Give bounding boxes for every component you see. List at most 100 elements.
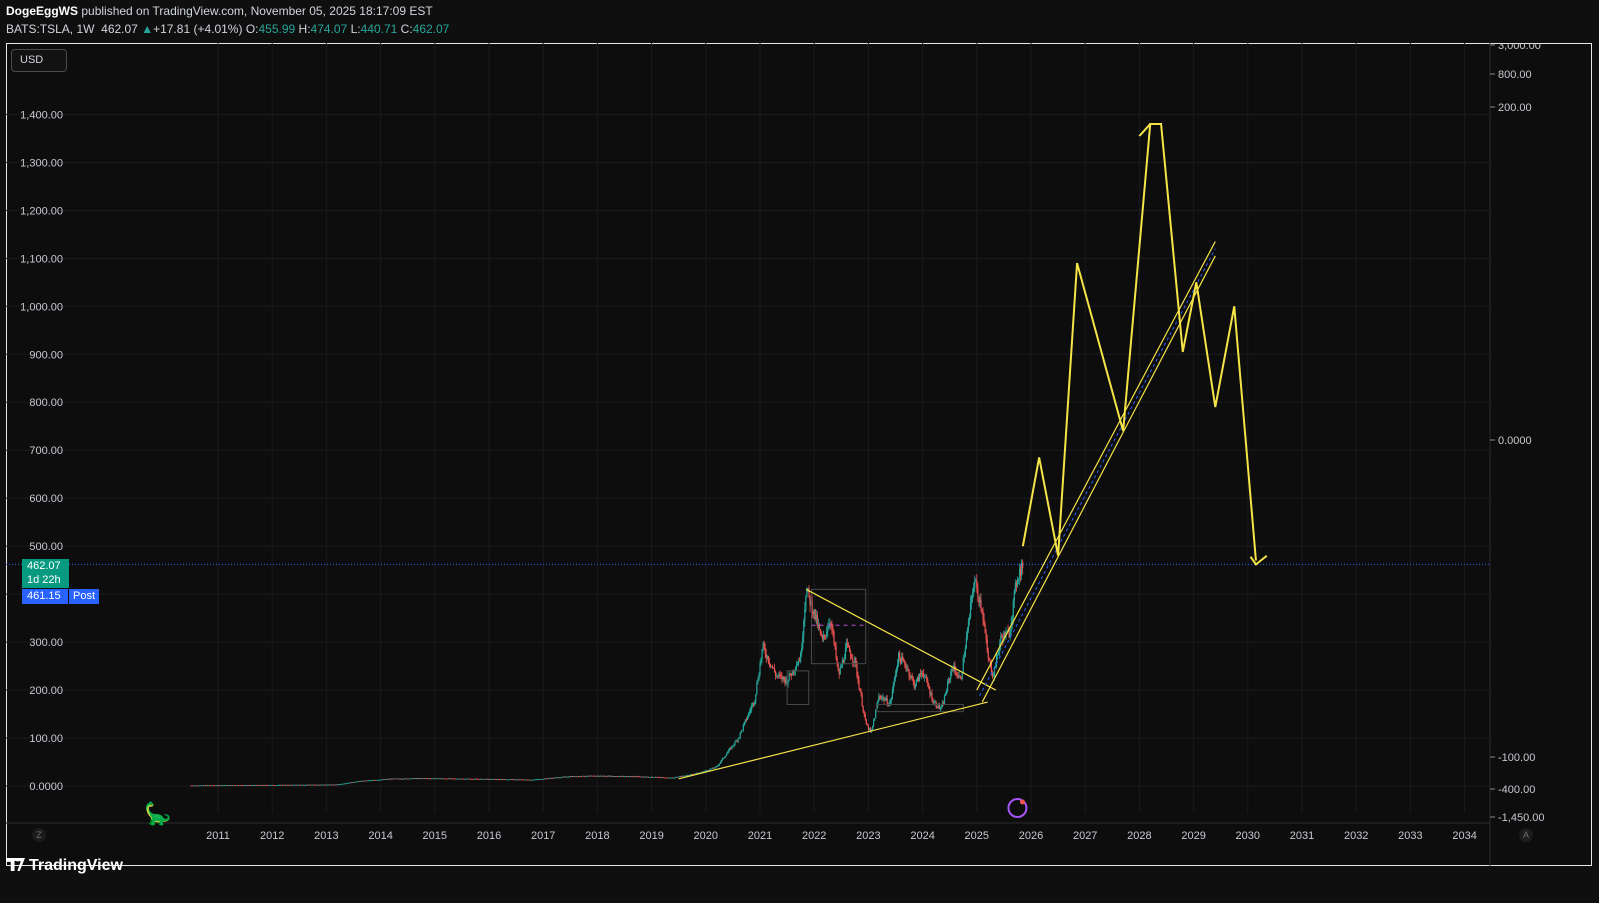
- candle-body: [669, 777, 671, 779]
- candle-body: [838, 670, 840, 675]
- candle-body: [918, 673, 921, 681]
- candle-body: [683, 775, 685, 777]
- candle-body: [902, 656, 904, 661]
- candle-body: [716, 766, 718, 767]
- candle-body: [788, 673, 790, 681]
- range-box: [810, 588, 867, 665]
- candle-body: [764, 647, 766, 655]
- candle-body: [368, 780, 370, 782]
- tradingview-logo[interactable]: TradingView: [6, 857, 123, 875]
- candle-body: [638, 776, 640, 778]
- candle-body: [893, 678, 896, 683]
- candle-body: [968, 617, 971, 621]
- candle-body: [370, 780, 372, 781]
- candle-body: [276, 785, 279, 786]
- author-name[interactable]: DogeEggWS: [6, 4, 78, 18]
- right-axis-label: 3,000.00: [1498, 43, 1541, 52]
- candle-body: [862, 706, 864, 712]
- time-axis-label: 2017: [531, 830, 555, 842]
- candle-body: [398, 778, 400, 780]
- chart-pane[interactable]: [6, 43, 1592, 866]
- candle-body: [633, 776, 635, 778]
- candle-body: [311, 784, 313, 786]
- candle-body: [976, 580, 978, 588]
- price-axis-label: 1,100.00: [20, 253, 63, 265]
- candle-body: [767, 655, 769, 663]
- candle-body: [238, 785, 240, 787]
- candle-body: [760, 659, 762, 664]
- candle-body: [250, 785, 252, 786]
- candle-body: [451, 778, 454, 780]
- right-axis-label: 0.0000: [1498, 435, 1532, 447]
- candle-body: [725, 755, 727, 757]
- candle-body: [857, 675, 859, 680]
- candle-body: [959, 676, 961, 678]
- candle-body: [266, 784, 268, 786]
- candle-body: [568, 776, 570, 778]
- right-axis-label: -1,450.00: [1498, 812, 1544, 824]
- candle-body: [449, 778, 452, 780]
- candle-body: [419, 778, 421, 779]
- auto-scale-button[interactable]: A: [1519, 828, 1533, 842]
- candle-body: [927, 680, 929, 686]
- candle-body: [466, 778, 468, 780]
- candle-body: [780, 675, 782, 677]
- candle-body: [583, 775, 585, 777]
- candle-body: [290, 784, 292, 786]
- candle-body: [688, 775, 690, 776]
- bar-countdown: 1d 22h: [27, 574, 61, 586]
- candle-body: [871, 725, 874, 731]
- candle-body: [202, 785, 205, 787]
- candle-body: [1018, 568, 1021, 579]
- candle-body: [942, 703, 945, 705]
- candle-body: [487, 778, 489, 780]
- candle-body: [382, 779, 384, 781]
- candle-body: [574, 776, 577, 778]
- candle-body: [718, 763, 720, 766]
- zoom-reset-button[interactable]: Z: [32, 828, 46, 842]
- candle-body: [251, 785, 253, 786]
- candle-body: [499, 779, 502, 781]
- price-chart[interactable]: 1,400.00 1,300.00 1,200.00 1,100.00 1,000.00…: [6, 43, 1592, 866]
- candle-body: [655, 776, 657, 778]
- currency-button[interactable]: USD: [11, 49, 67, 72]
- candle-body: [324, 784, 326, 786]
- symbol-label[interactable]: BATS:TSLA, 1W: [6, 22, 95, 36]
- candle-body: [328, 784, 331, 786]
- candle-body: [750, 709, 752, 712]
- candle-body: [909, 676, 911, 677]
- candle-body: [392, 778, 394, 780]
- candle-body: [690, 774, 692, 775]
- candle-body: [530, 779, 532, 781]
- candle-body: [814, 609, 816, 620]
- price-axis-label: 1,200.00: [20, 205, 63, 217]
- candle-body: [559, 777, 561, 779]
- candle-body: [375, 780, 378, 781]
- candle-body: [265, 784, 267, 786]
- candle-body: [425, 778, 428, 780]
- candle-body: [223, 785, 225, 787]
- candle-body: [521, 779, 523, 781]
- candle-body: [809, 595, 811, 606]
- candle-body: [464, 778, 466, 780]
- candle-body: [575, 776, 578, 778]
- candle-body: [450, 778, 453, 780]
- candle-body: [231, 785, 234, 786]
- candle-body: [794, 669, 797, 671]
- time-axis-label: 2012: [260, 830, 284, 842]
- candle-body: [933, 702, 935, 704]
- candle-body: [776, 675, 778, 677]
- candle-body: [640, 776, 642, 778]
- candle-body: [775, 672, 777, 676]
- candle-body: [926, 676, 928, 681]
- price-axis-label: 100.00: [29, 733, 63, 745]
- candle-body: [738, 737, 740, 739]
- candle-body: [722, 758, 725, 759]
- candle-body: [861, 694, 863, 707]
- candle-body: [668, 777, 670, 779]
- candle-body: [405, 778, 407, 780]
- candle-body: [799, 660, 801, 662]
- candle-body: [1000, 636, 1002, 644]
- symbol-legend: BATS:TSLA, 1W 462.07 ▲+17.81 (+4.01%) O:…: [6, 22, 449, 36]
- candle-body: [480, 778, 482, 780]
